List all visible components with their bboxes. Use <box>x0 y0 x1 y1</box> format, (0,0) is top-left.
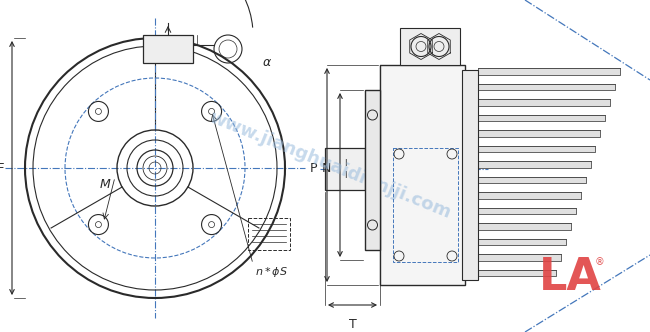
Bar <box>478 68 620 75</box>
Bar <box>478 208 576 214</box>
Bar <box>478 145 595 152</box>
Bar <box>478 238 566 245</box>
Text: I: I <box>344 158 346 168</box>
Text: LA: LA <box>539 257 601 299</box>
Bar <box>143 35 193 63</box>
Bar <box>325 148 365 190</box>
Text: www.jianghuaidianjji.com: www.jianghuaidianjji.com <box>206 108 454 222</box>
Text: I: I <box>344 171 346 180</box>
Text: $n*\phi S$: $n*\phi S$ <box>255 265 288 279</box>
Text: HF: HF <box>0 161 5 175</box>
Bar <box>478 130 601 137</box>
Bar <box>365 90 380 250</box>
Text: N: N <box>322 162 331 176</box>
Bar <box>478 254 561 261</box>
Bar <box>380 65 465 285</box>
Bar <box>478 270 556 277</box>
Bar <box>478 84 615 91</box>
Text: P: P <box>309 162 317 176</box>
Bar <box>478 177 586 184</box>
Text: T: T <box>348 318 356 331</box>
Bar <box>478 223 571 230</box>
Bar <box>400 28 460 65</box>
Bar <box>478 192 580 199</box>
Bar <box>478 99 610 106</box>
Bar <box>478 161 590 168</box>
Bar <box>478 115 605 122</box>
Text: $\alpha$: $\alpha$ <box>262 55 272 68</box>
Text: ®: ® <box>595 257 605 267</box>
Bar <box>393 148 458 262</box>
Bar <box>248 218 290 250</box>
Text: $M$: $M$ <box>99 179 111 192</box>
Bar <box>462 70 478 280</box>
